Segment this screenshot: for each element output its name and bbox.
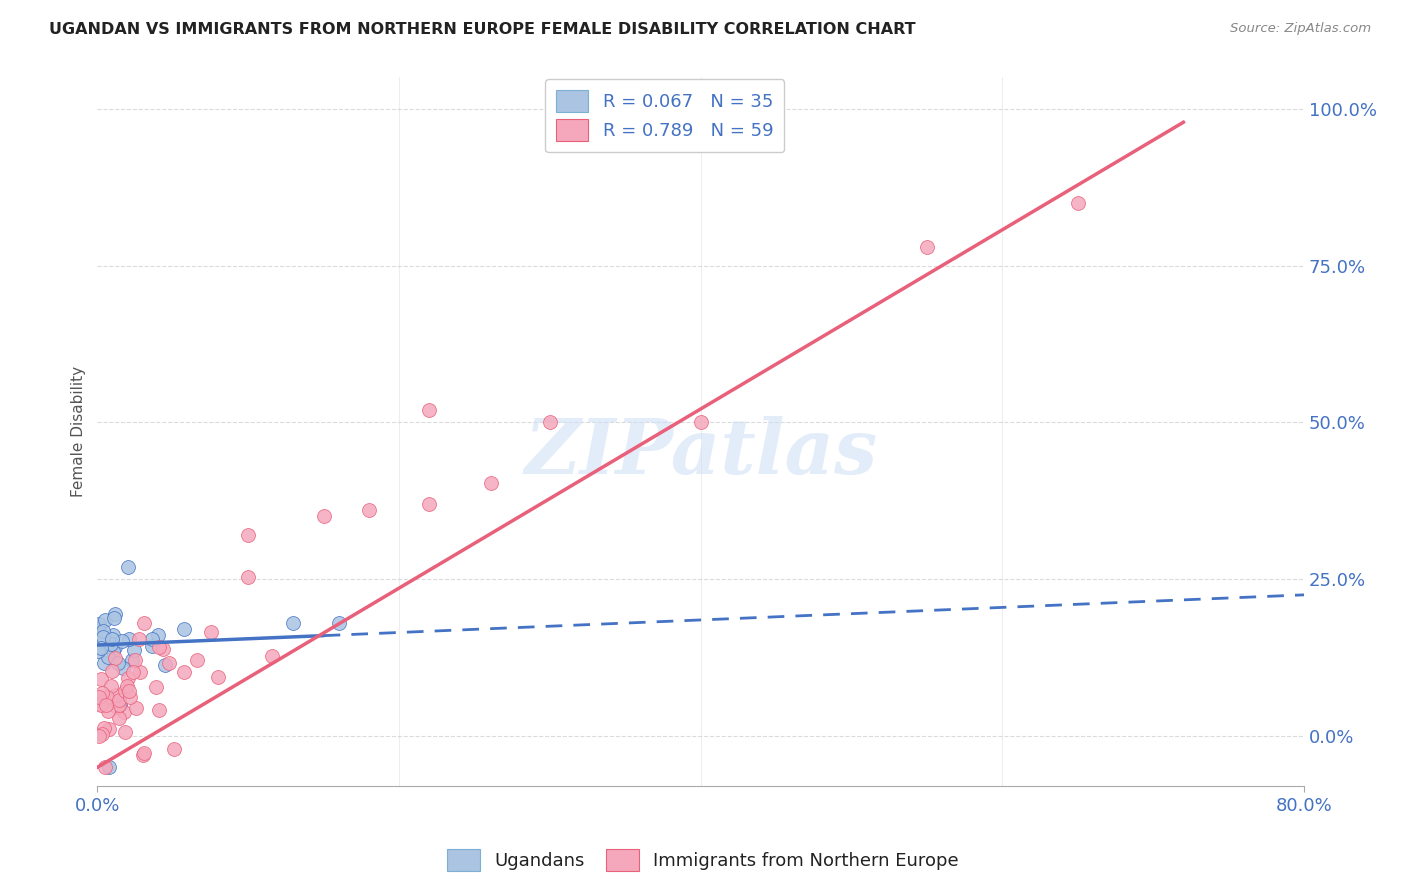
Point: [108, 698, 131, 712]
Point: [107, 693, 129, 707]
Point: [481, 476, 503, 491]
Point: [100, 679, 122, 693]
Point: [114, 725, 136, 739]
Point: [105, 699, 128, 714]
Point: [91, 727, 114, 741]
Point: [141, 632, 163, 646]
Point: [114, 683, 136, 698]
Text: Source: ZipAtlas.com: Source: ZipAtlas.com: [1230, 22, 1371, 36]
Point: [132, 747, 155, 762]
Point: [89, 729, 111, 743]
Point: [418, 497, 440, 511]
Point: [89, 697, 111, 711]
Point: [157, 657, 180, 671]
Point: [122, 665, 145, 680]
Point: [153, 657, 176, 672]
Point: [118, 684, 141, 698]
Point: [124, 653, 146, 667]
Point: [104, 650, 127, 665]
Point: [111, 633, 134, 648]
Point: [312, 509, 335, 524]
Point: [90, 641, 112, 656]
Point: [112, 706, 135, 720]
Point: [262, 649, 284, 664]
Point: [117, 559, 139, 574]
Point: [101, 644, 124, 658]
Point: [207, 670, 229, 684]
Point: [100, 640, 122, 654]
Point: [120, 690, 142, 705]
Point: [132, 616, 155, 631]
Point: [357, 503, 380, 517]
Point: [93, 760, 115, 774]
Point: [173, 665, 195, 680]
Point: [163, 741, 186, 756]
Point: [108, 711, 131, 725]
Point: [104, 688, 127, 702]
Point: [97, 650, 120, 665]
Point: [96, 690, 118, 704]
Point: [104, 640, 127, 654]
Point: [91, 686, 114, 700]
Point: [98, 760, 121, 774]
Text: ZIPatlas: ZIPatlas: [524, 416, 877, 490]
Point: [238, 528, 260, 542]
Legend: Ugandans, Immigrants from Northern Europe: Ugandans, Immigrants from Northern Europ…: [440, 842, 966, 879]
Point: [117, 672, 139, 686]
Point: [125, 700, 148, 714]
Point: [97, 704, 120, 718]
Point: [121, 653, 143, 667]
Point: [93, 656, 115, 670]
Point: [89, 694, 111, 708]
Point: [91, 630, 114, 644]
Point: [100, 637, 122, 651]
Point: [328, 616, 350, 631]
Point: [148, 640, 170, 654]
Point: [118, 632, 141, 646]
Point: [128, 632, 150, 646]
Point: [418, 402, 440, 417]
Y-axis label: Female Disability: Female Disability: [72, 367, 86, 498]
Point: [146, 628, 169, 642]
Point: [173, 622, 195, 636]
Point: [141, 639, 163, 653]
Point: [87, 616, 110, 631]
Point: [89, 635, 111, 649]
Text: UGANDAN VS IMMIGRANTS FROM NORTHERN EUROPE FEMALE DISABILITY CORRELATION CHART: UGANDAN VS IMMIGRANTS FROM NORTHERN EURO…: [49, 22, 915, 37]
Point: [115, 679, 138, 693]
Point: [89, 690, 111, 705]
Point: [103, 611, 125, 625]
Point: [1067, 195, 1090, 210]
Point: [112, 661, 135, 675]
Point: [100, 632, 122, 646]
Point: [87, 644, 110, 658]
Point: [107, 657, 129, 671]
Legend: R = 0.067   N = 35, R = 0.789   N = 59: R = 0.067 N = 35, R = 0.789 N = 59: [546, 79, 785, 153]
Point: [145, 680, 167, 694]
Point: [94, 613, 117, 627]
Point: [148, 703, 170, 717]
Point: [132, 746, 155, 760]
Point: [915, 240, 938, 254]
Point: [538, 416, 561, 430]
Point: [91, 624, 114, 639]
Point: [90, 698, 112, 712]
Point: [100, 664, 122, 678]
Point: [200, 624, 222, 639]
Point: [90, 672, 112, 686]
Point: [94, 698, 117, 712]
Point: [152, 641, 174, 656]
Point: [108, 698, 131, 712]
Point: [93, 721, 115, 735]
Point: [283, 616, 305, 631]
Point: [98, 723, 121, 737]
Point: [87, 622, 110, 636]
Point: [236, 570, 259, 584]
Point: [122, 643, 145, 657]
Point: [129, 665, 152, 679]
Point: [186, 653, 208, 667]
Point: [689, 416, 711, 430]
Point: [104, 607, 127, 621]
Point: [101, 628, 124, 642]
